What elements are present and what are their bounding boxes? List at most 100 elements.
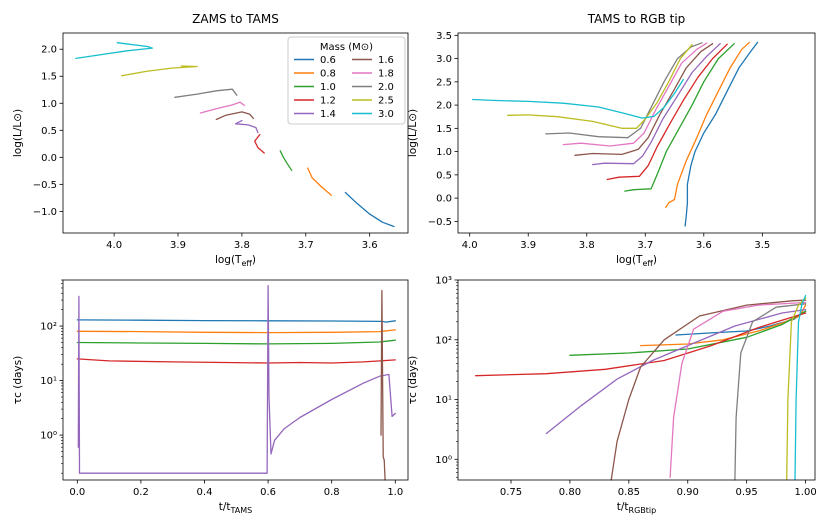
series-line-1.6	[380, 289, 386, 481]
legend-label-0.8: 0.8	[320, 69, 336, 80]
series-line-2.5	[121, 65, 198, 77]
series-line-0.8	[76, 329, 396, 334]
series-line-1.2	[606, 43, 728, 181]
x-axis-label: t/tTAMS	[219, 501, 253, 515]
panel-title: TAMS to RGB tip	[587, 12, 686, 26]
series-line-1.2	[76, 358, 396, 364]
plot-frame	[457, 32, 816, 234]
legend-label-2.0: 2.0	[378, 82, 394, 93]
x-tick-label: 0.75	[500, 487, 522, 498]
y-tick-label: 1.0	[436, 147, 452, 158]
series-line-2.0	[174, 88, 238, 98]
series-line-1.8	[199, 101, 246, 114]
plot-frame	[62, 279, 409, 481]
series-line-1.6	[574, 43, 714, 156]
x-tick-label: 3.6	[696, 240, 712, 251]
y-tick-label: 1.0	[41, 99, 57, 110]
x-tick-label: 3.7	[298, 240, 314, 251]
y-tick-label: 10⁰	[435, 455, 452, 466]
panel-2: 4.0 3.9 3.8 3.7 3.6 3.5 −0.5 0.0 0.5 1.0 1.5 2.0 2.5…	[407, 12, 816, 268]
series-line-1.6	[610, 299, 807, 481]
legend-title: Mass (M⊙)	[320, 42, 373, 53]
y-axis-label: τc (days)	[12, 356, 24, 404]
y-tick-label: 10¹	[435, 395, 452, 406]
x-tick-label: 1.00	[794, 487, 816, 498]
y-tick-label: 3.5	[436, 31, 452, 42]
y-tick-label: 10²	[435, 335, 452, 346]
y-tick-label: 2.5	[436, 77, 452, 88]
y-tick-label: 0.0	[41, 153, 57, 164]
y-tick-label: 3.0	[436, 54, 452, 65]
legend-box	[287, 36, 406, 125]
series-line-1.0	[279, 150, 293, 171]
x-tick-label: 0.6	[260, 487, 276, 498]
x-tick-label: 0.90	[677, 487, 699, 498]
legend-label-1.4: 1.4	[320, 109, 336, 120]
series-line-2.0	[545, 42, 703, 139]
x-axis-label: log(Teff)	[215, 254, 256, 268]
y-tick-label: 1.5	[436, 124, 452, 135]
panel-1: 4.0 3.9 3.8 3.7 3.6 −1.0 −0.5 0.0 0.5 1.0 1.5 2.0 ZA…	[12, 12, 409, 268]
series-line-0.8	[307, 167, 332, 196]
legend-label-3.0: 3.0	[378, 109, 394, 120]
y-tick-label: 1.5	[41, 72, 57, 83]
plot-frame	[62, 32, 409, 234]
panel-3: 0.0 0.2 0.4 0.6 0.8 1.0 10⁰ 10¹ 10² t/tTAMS τc (da…	[12, 279, 409, 515]
x-tick-label: 3.7	[637, 240, 653, 251]
y-tick-label: 10¹	[40, 376, 57, 387]
panel-title: ZAMS to TAMS	[192, 12, 279, 26]
y-axis-label: τc (days)	[407, 356, 419, 404]
y-tick-label: 10³	[435, 276, 452, 287]
panel-4: 0.75 0.80 0.85 0.90 0.95 1.00 10⁰ 10¹ 10² 10³ t/tR…	[407, 276, 817, 516]
legend: Mass (M⊙) 0.6 0.8 1.0 1.2 1.4 1.6 1.8 2.0 2.5 3.0	[287, 36, 406, 125]
series-line-2.5	[786, 297, 807, 481]
x-tick-label: 3.9	[520, 240, 536, 251]
y-tick-label: 0.0	[436, 194, 452, 205]
series-line-1.4	[545, 308, 807, 435]
series-line-1.0	[569, 310, 807, 356]
legend-label-2.5: 2.5	[378, 96, 394, 107]
series-line-1.4	[234, 119, 259, 134]
x-tick-label: 0.2	[133, 487, 149, 498]
series-line-1.6	[215, 111, 255, 121]
series-line-0.6	[344, 191, 395, 228]
legend-label-1.6: 1.6	[378, 55, 394, 66]
series-line-3.0	[794, 294, 807, 481]
series-line-1.2	[254, 133, 265, 154]
y-tick-label: 0.5	[41, 126, 57, 137]
series-line-0.6	[76, 319, 396, 323]
series-line-1.0	[624, 43, 735, 192]
y-tick-label: −0.5	[428, 217, 452, 228]
y-tick-label: −1.0	[33, 207, 57, 218]
series-line-0.6	[675, 310, 807, 336]
series-line-3.0	[471, 78, 684, 119]
x-axis-label: t/tRGBtip	[617, 501, 656, 515]
legend-label-1.0: 1.0	[320, 82, 336, 93]
x-tick-label: 0.95	[736, 487, 758, 498]
series-line-1.8	[562, 42, 708, 147]
x-tick-label: 3.9	[170, 240, 186, 251]
x-tick-label: 4.0	[106, 240, 122, 251]
series-line-2.5	[507, 43, 693, 129]
series-line-2.0	[734, 303, 807, 481]
legend-label-1.2: 1.2	[320, 96, 336, 107]
x-tick-label: 3.5	[754, 240, 770, 251]
legend-label-1.8: 1.8	[378, 69, 394, 80]
series-line-1.4	[591, 43, 721, 166]
y-axis-label: log(L/L⊙)	[12, 109, 24, 157]
legend-label-0.6: 0.6	[320, 55, 336, 66]
plot-frame	[457, 279, 816, 481]
x-axis-label: log(Teff)	[616, 254, 657, 268]
series-line-0.8	[665, 41, 751, 209]
y-axis-label: log(L/L⊙)	[407, 109, 419, 157]
series-line-0.6	[684, 41, 759, 227]
x-tick-label: 0.0	[69, 487, 85, 498]
x-tick-label: 3.8	[234, 240, 250, 251]
y-tick-label: 0.5	[436, 170, 452, 181]
series-line-3.0	[75, 42, 154, 60]
y-tick-label: 2.0	[436, 101, 452, 112]
x-tick-label: 0.85	[618, 487, 640, 498]
series-line-1.8	[669, 301, 807, 478]
x-tick-label: 0.80	[559, 487, 581, 498]
